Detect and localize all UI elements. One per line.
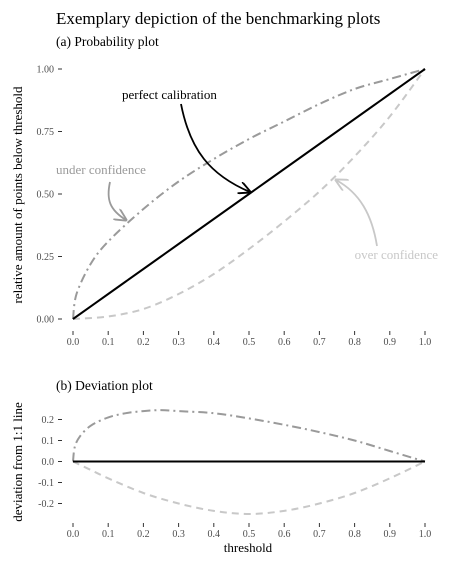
panel-a-xtick-label: 0.9 bbox=[384, 337, 397, 348]
panel-a-ytick-label: 0.75 bbox=[37, 127, 55, 138]
panel-b-xtick-label: 0.7 bbox=[313, 529, 326, 540]
annotation-label-1: under confidence bbox=[56, 162, 146, 177]
panel-a-xtick-label: 0.4 bbox=[208, 337, 221, 348]
panel-b-plot: -0.2 -0.1 0.0 0.1 0.2 0.0 0.1 0.2 0.3 0.4 0.5 0.6 0.… bbox=[38, 409, 432, 540]
panel-b-series-over bbox=[72, 460, 426, 516]
panel-a-series-perfect bbox=[72, 68, 426, 320]
panel-a-xtick-label: 0.6 bbox=[278, 337, 291, 348]
panel-a-xtick-label: 0.3 bbox=[172, 337, 185, 348]
panel-b-ytick-label: -0.2 bbox=[38, 499, 54, 510]
panel-b-xtick-label: 0.5 bbox=[243, 529, 256, 540]
annotation-arrow-2 bbox=[336, 180, 378, 247]
annotation-label-0: perfect calibration bbox=[122, 87, 217, 102]
annotation-label-2: over confidence bbox=[355, 247, 439, 262]
panel-b-xtick-label: 0.4 bbox=[208, 529, 221, 540]
panel-a-xtick-label: 0.8 bbox=[348, 337, 361, 348]
panel-b-xtick-label: 0.9 bbox=[384, 529, 397, 540]
panel-a-ytick-label: 0.50 bbox=[37, 190, 55, 201]
panel-b-xlabel: threshold bbox=[224, 540, 273, 555]
panel-b-xtick-label: 0.2 bbox=[137, 529, 150, 540]
panel-a-xtick-label: 0.7 bbox=[313, 337, 326, 348]
panel-a-xtick-label: 1.0 bbox=[419, 337, 432, 348]
panel-b-ytick-label: 0.0 bbox=[42, 457, 55, 468]
panel-b-xtick-label: 0.0 bbox=[67, 529, 80, 540]
panel-b-xtick-label: 1.0 bbox=[419, 529, 432, 540]
panel-b-ylabel: deviation from 1:1 line bbox=[10, 402, 25, 522]
panel-b-xtick-label: 0.8 bbox=[348, 529, 361, 540]
annotation-arrow-0 bbox=[180, 103, 250, 192]
panel-a-ytick-label: 0.25 bbox=[37, 252, 55, 263]
panel-b-xtick-label: 0.1 bbox=[102, 529, 115, 540]
panel-a-ylabel: relative amount of points below threshol… bbox=[10, 86, 25, 303]
panel-a-ytick-label: 0.00 bbox=[37, 315, 55, 326]
panel-a-subtitle: (a) Probability plot bbox=[56, 34, 159, 49]
panel-a-xtick-label: 0.2 bbox=[137, 337, 150, 348]
panel-a-xtick-label: 0.1 bbox=[102, 337, 115, 348]
figure-title: Exemplary depiction of the benchmarking … bbox=[56, 9, 380, 28]
panel-a-xtick-label: 0.5 bbox=[243, 337, 256, 348]
panel-b-xtick-label: 0.6 bbox=[278, 529, 291, 540]
panel-b-ytick-label: 0.2 bbox=[42, 415, 55, 426]
panel-a-ytick-label: 1.00 bbox=[37, 65, 55, 76]
panel-b-ytick-label: -0.1 bbox=[38, 478, 54, 489]
panel-b-subtitle: (b) Deviation plot bbox=[56, 378, 153, 393]
panel-b-xtick-label: 0.3 bbox=[172, 529, 185, 540]
panel-b-ytick-label: 0.1 bbox=[42, 436, 55, 447]
panel-b-series-under bbox=[72, 409, 426, 463]
panel-a-series-under bbox=[72, 68, 426, 320]
panel-a-xtick-label: 0.0 bbox=[67, 337, 80, 348]
panel-a-series-over bbox=[72, 68, 426, 320]
annotation-arrow-1 bbox=[107, 181, 126, 220]
panel-a-plot: 0.00 0.25 0.50 0.75 1.00 0.0 0.1 0.2 0.3 0.4 0.5 0.… bbox=[37, 65, 439, 349]
